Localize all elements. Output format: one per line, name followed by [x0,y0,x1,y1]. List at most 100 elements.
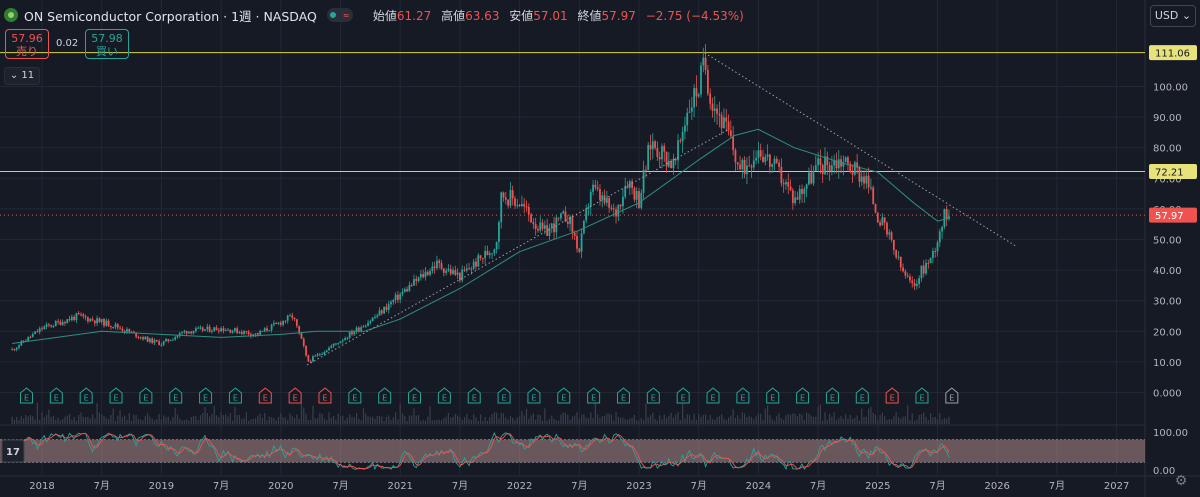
volume-bar [16,417,18,424]
volume-bar [227,416,229,424]
visibility-toggle[interactable]: ≈ [326,8,353,22]
currency-selector[interactable]: USD ⌄ [1150,5,1196,27]
earnings-marker-label: E [233,394,238,403]
candle-body [713,108,716,111]
volume-bar [902,416,904,424]
volume-bar [886,420,888,424]
candle-body [906,275,909,277]
volume-bar [711,419,714,424]
volume-bar [13,419,16,424]
earnings-marker-shape [467,387,481,404]
candle-body [256,333,259,335]
volume-bar [303,407,305,424]
x-tick-label: 7月 [1049,480,1065,492]
candle-body [376,315,379,317]
earnings-marker-positive: E [408,387,422,404]
candle-body [511,190,514,199]
candle-body [261,330,264,332]
volume-bar [794,413,796,424]
candle-body [934,250,937,252]
volume-bar [592,418,594,424]
candle-body [592,184,594,192]
candle-body [787,182,790,187]
candle-body [335,343,337,345]
volume-bar [672,417,675,424]
earnings-marker-label: E [651,394,656,403]
candle-body [190,331,193,334]
volume-bar [121,416,123,424]
candle-body [364,325,367,327]
candle-body [922,265,925,274]
volume-bar [608,413,610,424]
volume-bar [353,417,355,424]
candle-body [883,217,886,223]
candle-body [932,250,934,258]
candle-body [881,217,884,226]
price-label-text: 57.97 [1155,211,1184,222]
volume-bar [629,418,631,424]
volume-bar [874,414,877,424]
candle-body [791,190,794,204]
candle-body [805,184,808,189]
earnings-marker-positive: E [616,387,630,404]
candle-body [52,326,55,328]
candle-body [732,136,735,150]
volume-bar [466,413,468,424]
low-label: 安値 [509,8,534,23]
candle-body [77,313,80,315]
interval-label[interactable]: 1週 [231,8,252,24]
candle-body [661,146,663,160]
volume-bar [133,414,135,424]
volume-bar [151,418,153,424]
sell-button[interactable]: 57.96 売り [5,29,49,59]
earnings-marker-positive: E [228,387,242,404]
candle-body [679,140,682,142]
candle-body [504,197,507,200]
volume-bar [665,417,668,424]
earnings-marker-positive: E [497,387,511,404]
volume-bar [406,420,408,424]
candle-body [440,263,443,269]
candle-body [298,325,301,334]
candle-body [360,327,363,331]
volume-bar [560,414,562,424]
candle-body [667,160,670,167]
volume-bar [454,413,456,424]
candle-body [245,330,248,332]
earnings-marker-shape [855,387,869,404]
candle-body [351,332,353,335]
candle-body [43,326,46,329]
volume-bar [229,413,231,424]
symbol-title[interactable]: ON Semiconductor Corporation · 1週 · NASD… [24,8,317,24]
candle-body [557,217,560,219]
x-tick-label: 2024 [746,481,771,492]
candle-body [796,197,799,200]
candle-body [697,94,700,97]
candle-body [383,306,386,314]
candle-body [353,331,356,335]
candle-body [47,324,50,326]
candle-body [447,268,450,271]
buy-button[interactable]: 57.98 買い [85,29,129,59]
candle-body [135,332,138,337]
candle-body [711,103,714,111]
indicator-collapse-button[interactable]: ⌄ 11 [4,67,40,85]
volume-bar [190,417,192,424]
candle-body [116,324,119,328]
volume-bar [300,403,303,424]
current-price-label: 57.97 [1149,207,1197,223]
volume-bar [43,417,45,424]
candle-body [137,336,140,338]
candle-body [617,204,620,217]
candle-body [610,207,613,209]
settings-gear-icon[interactable]: ⚙ [1174,473,1188,489]
volume-bar [783,419,785,424]
volume-bar [514,420,516,424]
earnings-marker-label: E [740,394,745,403]
candle-body [344,338,346,341]
volume-bar [202,412,204,424]
volume-bar [617,416,619,424]
earnings-marker-label: E [24,394,29,403]
currency-label: USD [1154,9,1179,22]
